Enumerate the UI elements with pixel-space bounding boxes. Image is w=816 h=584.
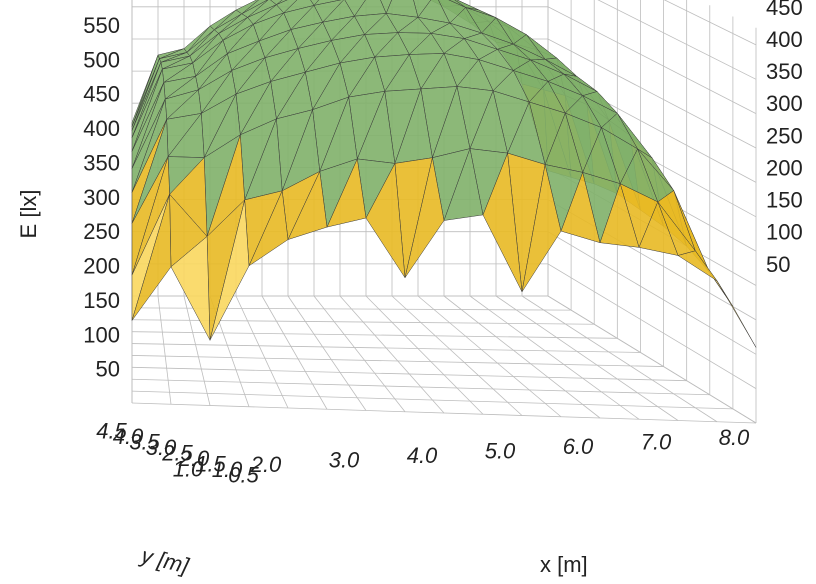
y-tick-label: 2.0 [178, 446, 210, 471]
y-tick-label: 4.0 [113, 424, 144, 449]
x-tick-label: 8.0 [719, 425, 750, 450]
x-tick-label: 3.0 [329, 448, 360, 473]
z-tick-label-left: 100 [83, 322, 120, 347]
z-tick-label-right: 250 [766, 123, 803, 148]
z-tick-label-left: 150 [83, 288, 120, 313]
surface-facet [560, 172, 601, 243]
surface-facet [521, 164, 562, 293]
z-tick-label-right: 300 [766, 91, 803, 116]
y-tick-labels: 0.51.01.52.02.53.03.54.04.5 [96, 419, 259, 488]
z-tick-label-right: 400 [766, 27, 803, 52]
surface-facet [365, 163, 406, 278]
surface-facet [677, 250, 718, 282]
surface-facet [638, 201, 679, 256]
z-axis-label: E [lx] [16, 190, 41, 239]
surface-plot [131, 0, 757, 348]
x-tick-label: 1.0 [173, 457, 204, 482]
surface-facet [131, 194, 172, 321]
z-tick-label-left: 450 [83, 82, 120, 107]
z-tick-label-left: 50 [96, 357, 120, 382]
z-tick-label-left: 200 [83, 254, 120, 279]
x-tick-label: 5.0 [485, 439, 516, 464]
surface-facet [404, 157, 445, 278]
surface-facet [287, 171, 328, 240]
z-tick-label-left: 550 [83, 13, 120, 38]
z-tick-label-right: 100 [766, 220, 803, 245]
x-tick-label: 6.0 [563, 434, 594, 459]
surface-facet [443, 148, 484, 221]
x-tick-label: 2.0 [250, 452, 282, 477]
x-tick-label: 4.0 [407, 443, 438, 468]
z-tick-label-right: 150 [766, 188, 803, 213]
surface-facet [482, 152, 523, 293]
z-tick-label-right: 50 [766, 252, 790, 277]
y-tick-label: 4.5 [96, 419, 127, 444]
surface-facet [170, 236, 211, 341]
surface-facet [209, 199, 250, 341]
y-tick-label: 3.5 [129, 430, 160, 455]
x-tick-label: 7.0 [641, 430, 672, 455]
z-tick-label-left: 350 [83, 150, 120, 175]
surface-facet [248, 190, 289, 267]
surface-facet [326, 158, 367, 228]
z-tick-label-right: 350 [766, 59, 803, 84]
x-axis-label: x [m] [540, 552, 588, 577]
surface-facet [310, 0, 320, 6]
y-tick-label: 3.0 [146, 435, 177, 460]
z-tick-label-left: 500 [83, 47, 120, 72]
y-axis-label: y [m] [137, 542, 192, 578]
y-tick-label: 1.5 [195, 452, 226, 477]
y-tick-label: 2.5 [161, 441, 193, 466]
surface-facet [716, 280, 757, 348]
z-tick-labels-left: 50 100 150 200 250 300 350 400 450 500 550 [83, 13, 120, 382]
z-tick-label-left: 300 [83, 185, 120, 210]
z-tick-label-left: 400 [83, 116, 120, 141]
surface-facet [599, 183, 640, 248]
y-tick-label: 0.5 [228, 463, 259, 488]
y-tick-label: 1.0 [212, 457, 243, 482]
x-tick-labels: 1.0 2.0 3.0 4.0 5.0 6.0 7.0 8.0 [173, 425, 750, 482]
z-tick-label-left: 250 [83, 219, 120, 244]
z-tick-label-right: 450 [766, 0, 803, 20]
z-tick-label-right: 200 [766, 156, 803, 181]
surface-facet [380, 0, 392, 14]
